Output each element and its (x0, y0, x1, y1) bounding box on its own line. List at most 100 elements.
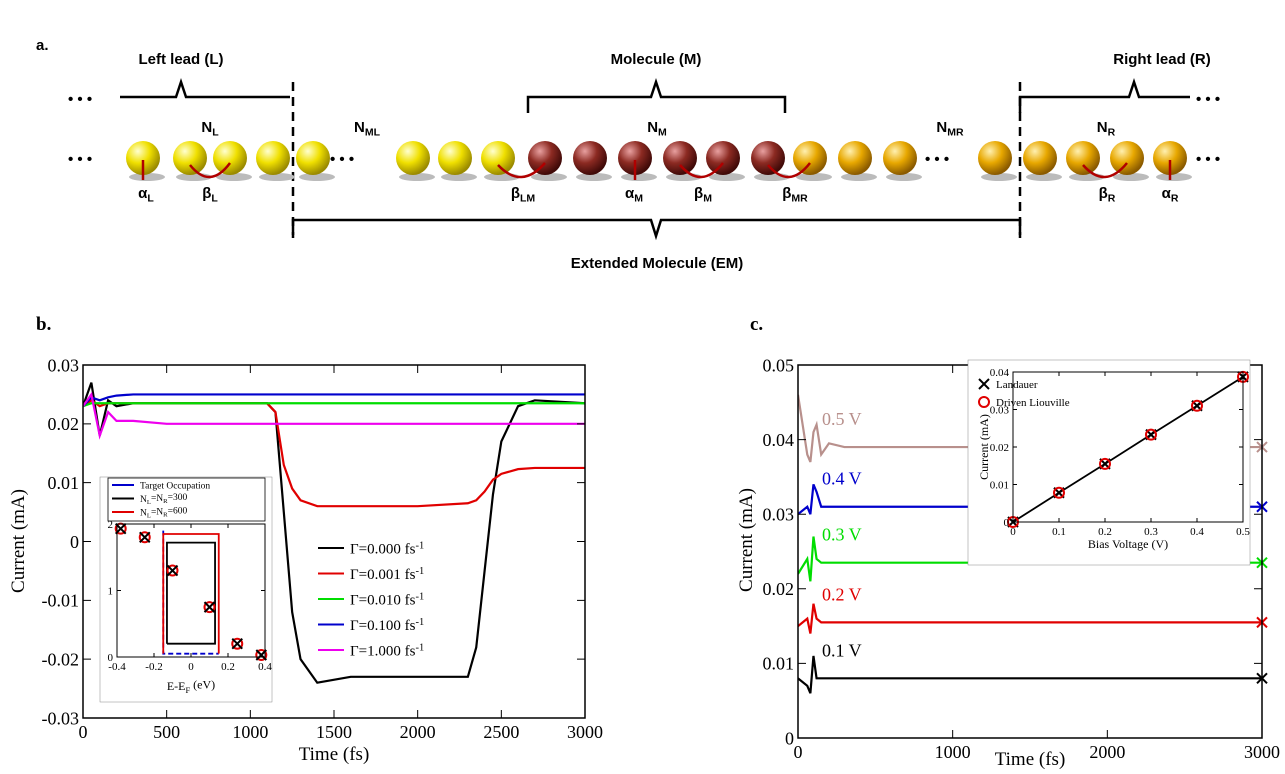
chart: 0 0.1 0.2 0.3 0.4 0.5 0 0.01 0.02 0.03 0.04 Bias Vo… (967, 359, 1250, 566)
coupling-label: αR (1162, 185, 1179, 205)
y-tick-label: 1 (108, 585, 114, 597)
sphere (883, 141, 917, 175)
sphere-shadow (841, 173, 877, 181)
plot-area (83, 382, 585, 684)
sphere (438, 141, 472, 175)
point (255, 649, 268, 662)
coupling-label: αL (138, 185, 154, 205)
sphere-shadow (886, 173, 922, 181)
sphere (706, 141, 740, 175)
right-lead-label: Right lead (R) (1113, 51, 1211, 68)
y-tick-label: -0.03 (42, 708, 80, 728)
series-label: 0.3 V (822, 525, 862, 545)
site-count: NL (201, 119, 219, 139)
y-axis-label: Current (mA) (8, 489, 29, 593)
legend-label: Landauer (996, 379, 1038, 391)
y-tick-label: 0 (785, 728, 794, 748)
legend-label: Γ=0.001 fs-1 (350, 566, 424, 583)
y-tick-label: 0.02 (48, 414, 80, 434)
x-axis-label: Bias Voltage (V) (1088, 537, 1168, 551)
ellipsis: • • • • • • • • • • • • • • • • • • (68, 91, 1220, 168)
x-tick-label: 2000 (400, 722, 436, 742)
svg-text:• • •: • • • (925, 151, 949, 168)
sphere (1066, 141, 1100, 175)
sphere (126, 141, 160, 175)
y-tick-label: 0.04 (763, 430, 795, 450)
point (203, 601, 216, 613)
sphere-shadow (576, 173, 612, 181)
sphere-shadow (216, 173, 252, 181)
x-axis-label: Time (fs) (299, 744, 370, 765)
y-axis-label: Current (mA) (977, 414, 991, 480)
x-tick-label: 0 (1010, 526, 1016, 538)
legend-label: NL=NR=300 (140, 493, 187, 506)
y-tick-label: 0.05 (763, 355, 795, 375)
y-axis-label: Current (mA) (736, 488, 757, 592)
sphere (838, 141, 872, 175)
svg-text:• • •: • • • (330, 151, 354, 168)
coupling-label: βLM (511, 185, 536, 205)
sphere-shadow (621, 173, 657, 181)
x-tick-label: 0.2 (221, 661, 235, 673)
svg-text:• • •: • • • (68, 91, 92, 108)
point (1099, 457, 1111, 470)
x-tick-label: 500 (153, 722, 180, 742)
point (1053, 486, 1065, 499)
x-tick-label: 0.5 (1236, 526, 1250, 538)
coupling-arrow (679, 162, 724, 179)
series-label: 0.2 V (822, 584, 862, 604)
coupling-label: βM (694, 185, 712, 205)
sphere (751, 141, 785, 175)
chart: -0.4 -0.2 0 0.2 0.4 0 1 2 E-EF (eV) Target Occupa… (99, 476, 272, 703)
svg-text:• • •: • • • (1196, 91, 1220, 108)
y-tick-label: 0.03 (48, 355, 80, 375)
x-tick-label: 0 (794, 742, 803, 762)
y-tick-label: -0.01 (42, 591, 80, 611)
site-count: NMR (936, 119, 964, 139)
y-tick-label: -0.02 (42, 649, 80, 669)
coupling-arrow (767, 162, 811, 179)
series-line (798, 483, 1262, 516)
x-tick-label: 2000 (1089, 742, 1125, 762)
point (203, 601, 216, 614)
y-tick-label: 0 (1004, 517, 1010, 529)
point (138, 531, 151, 544)
x-tick-label: 0 (79, 722, 88, 742)
y-tick-label: 0.01 (48, 473, 80, 493)
sphere (1023, 141, 1057, 175)
x-tick-label: 3000 (567, 722, 603, 742)
sphere (528, 141, 562, 175)
series-line (1013, 376, 1243, 522)
series-line (83, 391, 585, 440)
y-tick-label: 0.04 (990, 367, 1010, 379)
series-line (798, 394, 1262, 463)
sphere (978, 141, 1012, 175)
coupling-label: βR (1099, 185, 1116, 205)
left-lead-label: Left lead (L) (139, 51, 224, 68)
x-tick-label: 0.2 (1098, 526, 1112, 538)
sphere-shadow (299, 173, 335, 181)
y-tick-label: 0 (70, 532, 79, 552)
point (231, 637, 244, 650)
sphere (256, 141, 290, 175)
x-tick-label: 1000 (935, 742, 971, 762)
coupling-arrow (1082, 162, 1128, 179)
coupling-arrow (497, 162, 546, 179)
x-tick-label: 0.4 (258, 661, 272, 673)
svg-text:• • •: • • • (1196, 151, 1220, 168)
y-tick-label: 0.02 (763, 579, 795, 599)
brackets (120, 78, 1190, 241)
series-line (162, 533, 220, 654)
panel-a: a. Left lead (L) Molecule (M) Right lead… (36, 37, 1220, 272)
series-line (83, 393, 585, 407)
site-count: NML (354, 119, 381, 139)
x-tick-label: 1500 (316, 722, 352, 742)
molecule-label: Molecule (M) (611, 51, 702, 68)
chart: 0 500 1000 1500 2000 2500 3000-0.03-0.02-0.010… (8, 314, 603, 765)
site-count: NR (1097, 119, 1116, 139)
panel-label: c. (750, 314, 763, 335)
sphere (213, 141, 247, 175)
series-line (798, 536, 1262, 582)
y-tick-label: 0 (108, 652, 114, 664)
y-tick-label: 0.01 (763, 654, 795, 674)
